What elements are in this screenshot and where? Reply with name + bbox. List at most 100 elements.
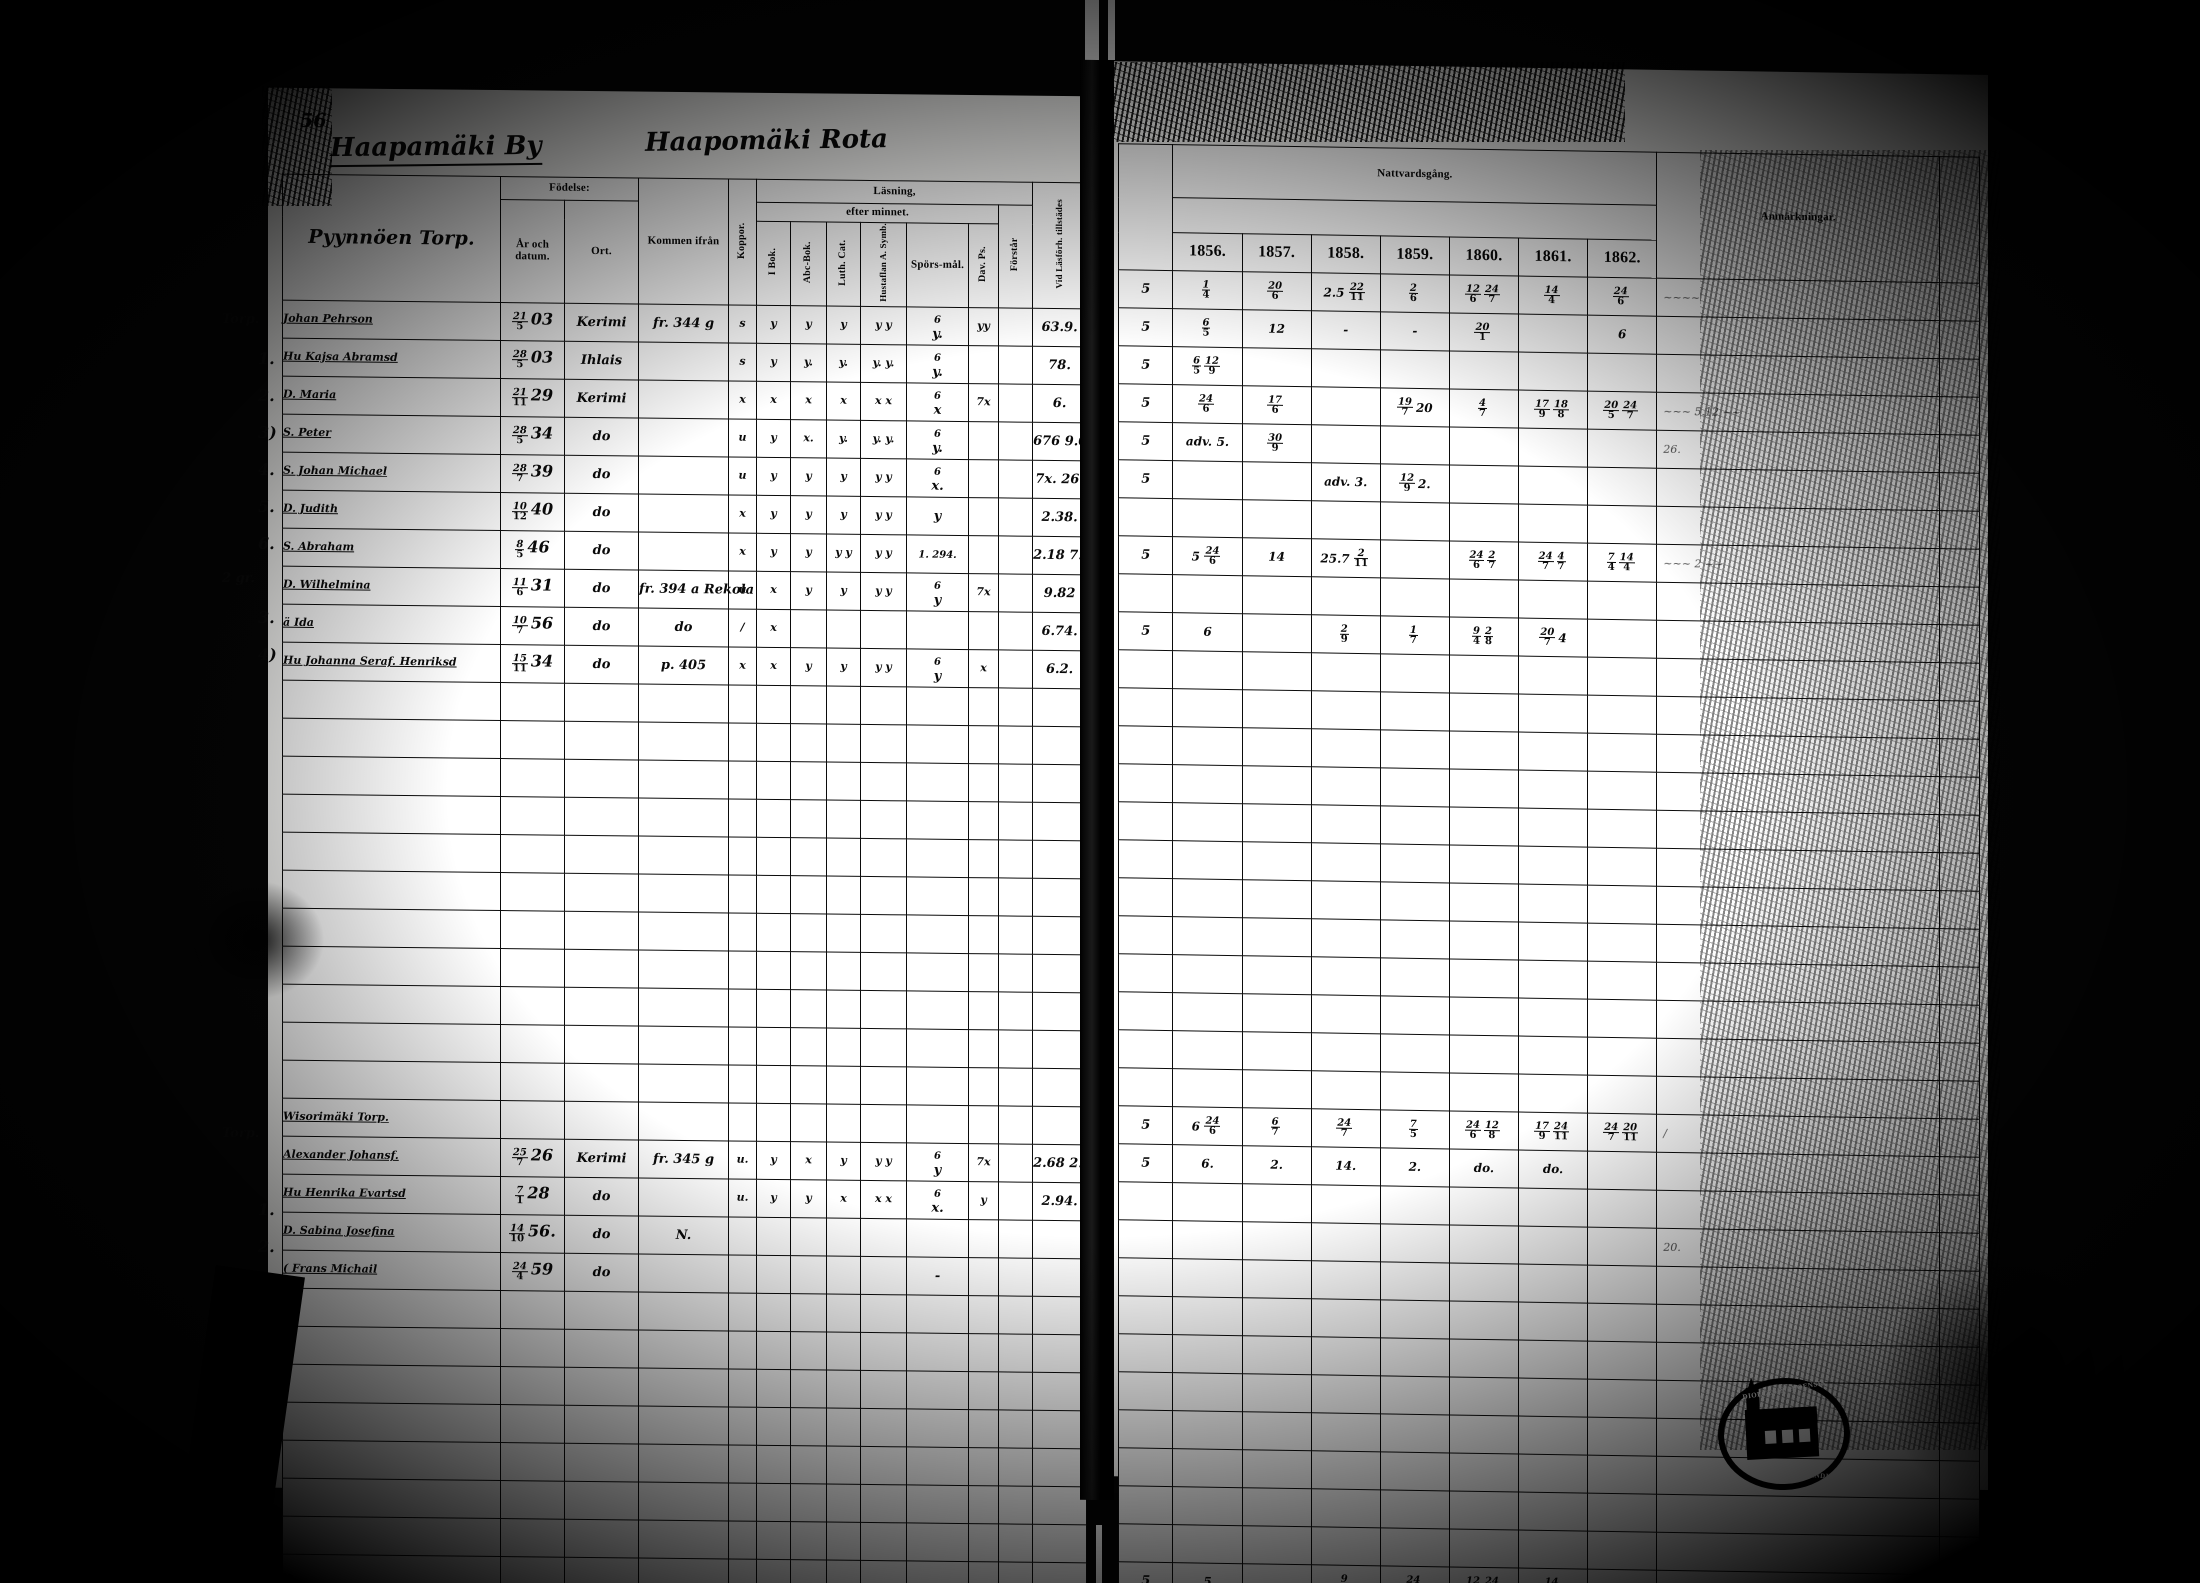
row-lead-mark: 5 bbox=[1118, 459, 1173, 499]
communion-cell-6 bbox=[1518, 504, 1588, 544]
communion-cell-5 bbox=[1449, 426, 1519, 467]
row-lead-mark: 5 bbox=[1118, 307, 1173, 347]
row-name-cell: D. Wilhelmina bbox=[282, 566, 501, 607]
row-name-cell: D. Sabina Josefina bbox=[282, 1212, 501, 1253]
header-smallpox: Koppor. bbox=[728, 178, 757, 306]
communion-cell-6 bbox=[1518, 1226, 1588, 1266]
row-remark-cell: 20. bbox=[1656, 1228, 1940, 1271]
communion-cell-2 bbox=[1242, 575, 1312, 615]
communion-cell-6: 17 9 24 11 bbox=[1518, 1112, 1588, 1152]
communion-cell-7: 24 7 20 11 bbox=[1587, 1113, 1657, 1153]
communion-cell-2 bbox=[1242, 461, 1312, 501]
header-i-bok: I Bok. bbox=[756, 221, 791, 306]
row-lead-mark: 5 bbox=[1118, 535, 1173, 575]
row-name-cell: ä Ida bbox=[282, 604, 501, 645]
film-streak-top-2 bbox=[1108, 0, 1115, 60]
communion-cell-6 bbox=[1518, 1188, 1588, 1228]
header-birth-year: År och datum. bbox=[500, 199, 565, 304]
row-edge-cell bbox=[1939, 1118, 1980, 1158]
film-streak-bottom-2 bbox=[1096, 1525, 1102, 1583]
communion-cell-1: 5 24 6 bbox=[1172, 536, 1243, 576]
row-margin-mark: 2 gr. bbox=[222, 570, 255, 587]
communion-cell-7: 20 5 24 7 bbox=[1587, 391, 1657, 431]
header-remarks: Anmärkningar. bbox=[1656, 152, 1940, 283]
communion-cell-5: 24 6 2 7 bbox=[1449, 540, 1519, 581]
row-edge-cell bbox=[1939, 396, 1980, 436]
row-margin-mark: 5. bbox=[258, 496, 275, 517]
row-name-cell: S. Johan Michael bbox=[282, 452, 501, 493]
communion-cell-4: - bbox=[1380, 311, 1450, 351]
row-margin-mark: 1. bbox=[258, 1199, 275, 1220]
header-came-from: Kommen ifrån bbox=[638, 178, 729, 305]
header-birth-group: Födelse: bbox=[500, 176, 639, 202]
stamp-church-spire bbox=[1746, 1377, 1757, 1392]
row-name-cell: S. Abraham bbox=[282, 528, 501, 569]
row-edge-cell bbox=[1939, 320, 1980, 360]
communion-cell-5: 20 1 bbox=[1449, 312, 1519, 353]
communion-cell-6 bbox=[1518, 580, 1588, 620]
communion-cell-7 bbox=[1587, 1189, 1657, 1229]
row-margin-mark: Inhysinge bbox=[222, 1569, 294, 1583]
row-birth-date: 10 7 56 bbox=[500, 606, 565, 646]
row-birth-date: 28 5 03 bbox=[500, 340, 565, 380]
header-birth-place: Ort. bbox=[564, 200, 639, 305]
page-number: 56 bbox=[300, 109, 327, 133]
row-remark-cell bbox=[1656, 1190, 1940, 1233]
row-edge-cell bbox=[1939, 358, 1980, 398]
header-forstar: Förstår bbox=[998, 204, 1033, 309]
row-edge-cell bbox=[1939, 472, 1980, 512]
communion-cell-1 bbox=[1172, 1220, 1243, 1260]
communion-cell-2: 17 6 bbox=[1242, 385, 1312, 425]
communion-cell-7 bbox=[1587, 353, 1657, 393]
row-edge-cell bbox=[1939, 586, 1980, 626]
row-edge-cell bbox=[1939, 1194, 1980, 1234]
communion-cell-1: 24 6 bbox=[1172, 384, 1243, 424]
header-name-col: Pyynnöen Torp. bbox=[282, 174, 501, 303]
row-remark-cell bbox=[1656, 354, 1940, 397]
communion-cell-2 bbox=[1242, 613, 1312, 653]
communion-cell-1 bbox=[1172, 460, 1243, 500]
stamp-window-3 bbox=[1798, 1428, 1811, 1443]
communion-cell-3: 2.5 22 11 bbox=[1311, 272, 1381, 312]
communion-cell-7 bbox=[1587, 619, 1657, 659]
communion-cell-3 bbox=[1311, 386, 1381, 426]
communion-cell-1: adv. 5. bbox=[1172, 422, 1243, 462]
communion-cell-5: do. bbox=[1449, 1148, 1519, 1189]
row-edge-cell bbox=[1939, 510, 1980, 550]
row-remark-cell bbox=[1656, 620, 1940, 663]
communion-cell-5 bbox=[1449, 464, 1519, 505]
header-luth-cat: Luth. Cat. bbox=[826, 222, 861, 307]
communion-cell-7: 7 4 14 4 bbox=[1587, 543, 1657, 583]
header-vid-lasten: Vid Läsförh. tillstädes bbox=[1032, 182, 1087, 309]
row-lead-mark: 5 bbox=[1118, 421, 1173, 461]
right-page-table: Nattvardsgång. Anmärkningar. 1856. 1857. 1… bbox=[1118, 143, 1980, 1583]
communion-cell-5: 24 6 12 8 bbox=[1449, 1110, 1519, 1151]
row-birth-date: 10 12 40 bbox=[500, 492, 565, 532]
row-lead-mark: 5 bbox=[1118, 1105, 1173, 1145]
rote-heading: Haapomäki Rota bbox=[644, 124, 889, 158]
row-edge-cell bbox=[1939, 624, 1980, 664]
row-name-cell: Hu Kajsa Abramsd bbox=[282, 338, 501, 379]
row-name-cell: ( Frans Michail bbox=[282, 1250, 501, 1291]
communion-cell-5 bbox=[1449, 502, 1519, 543]
row-margin-mark: 1. bbox=[258, 348, 275, 369]
right-table-head: Nattvardsgång. Anmärkningar. 1856. 1857. 1… bbox=[1118, 143, 1980, 284]
row-lead-mark: 5 bbox=[1118, 269, 1173, 309]
communion-cell-7 bbox=[1587, 581, 1657, 621]
communion-cell-4: 19 7 20 bbox=[1380, 387, 1450, 427]
row-birth-date: 21 5 03 bbox=[500, 302, 565, 342]
communion-cell-6: 14 4 bbox=[1518, 276, 1588, 316]
communion-cell-5 bbox=[1449, 1186, 1519, 1227]
communion-cell-3: 24 7 bbox=[1311, 1108, 1381, 1148]
communion-cell-7 bbox=[1587, 505, 1657, 545]
communion-year-2: 1857. bbox=[1242, 233, 1312, 273]
communion-cell-3: 14. bbox=[1311, 1146, 1381, 1186]
row-lead-mark: 5 bbox=[1118, 1143, 1173, 1183]
stamp-window-1 bbox=[1764, 1430, 1777, 1444]
row-birth-date: 25 7 26 bbox=[500, 1138, 565, 1178]
communion-cell-3: adv. 3. bbox=[1311, 462, 1381, 502]
